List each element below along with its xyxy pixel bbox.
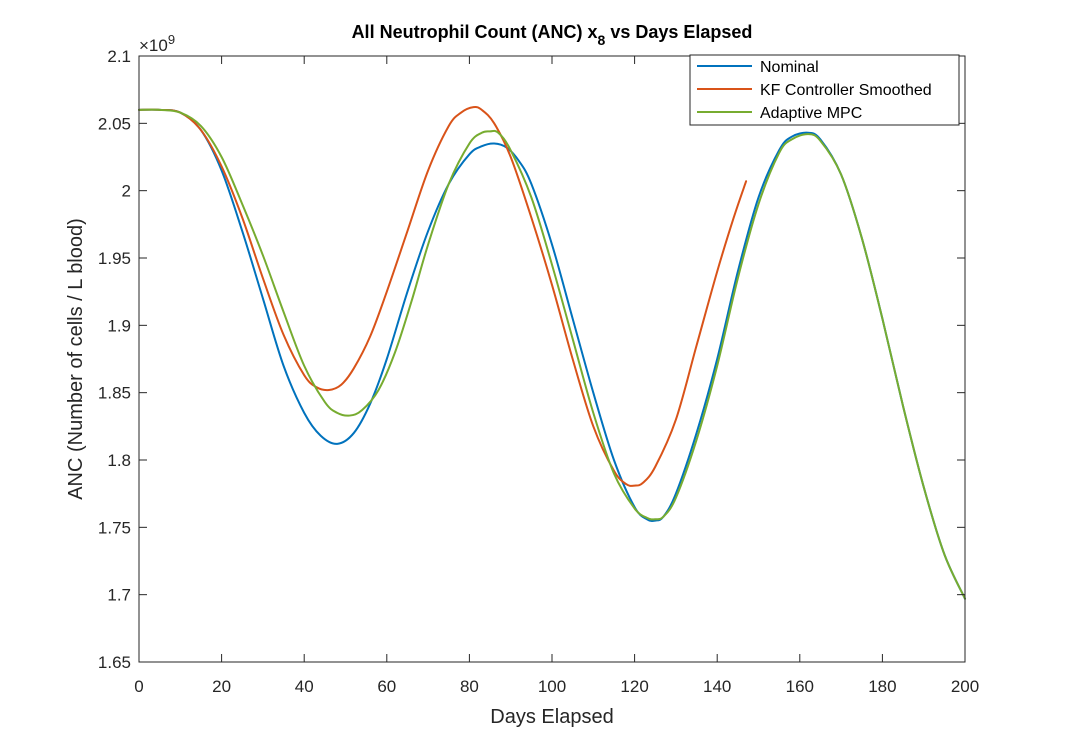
y-axis-label: ANC (Number of cells / L blood) [65, 218, 87, 500]
x-tick-label: 20 [212, 677, 231, 696]
y-tick-label: 2.1 [107, 47, 131, 66]
x-tick-label: 100 [538, 677, 566, 696]
x-tick-label: 180 [868, 677, 896, 696]
chart-title-subscript: 8 [598, 32, 606, 48]
y-exponent-base: ×10 [139, 36, 168, 55]
series-line-adaptive-mpc [138, 108, 966, 600]
y-tick-label: 1.9 [107, 316, 131, 335]
chart-title-main: All Neutrophil Count (ANC) x [352, 22, 598, 42]
y-tick-label: 1.85 [98, 384, 131, 403]
x-tick-label: 40 [295, 677, 314, 696]
y-tick-label: 1.75 [98, 518, 131, 537]
y-axis: 1.65 1.7 1.75 1.8 1.85 1.9 1.95 2 2.05 2.1 [98, 47, 965, 672]
x-tick-label: 140 [703, 677, 731, 696]
x-tick-label: 120 [620, 677, 648, 696]
chart-title-rest: vs Days Elapsed [605, 22, 752, 42]
plot-area [139, 56, 965, 662]
series-line-kf-controller-smoothed [138, 106, 748, 487]
y-tick-label: 1.65 [98, 653, 131, 672]
x-tick-label: 160 [786, 677, 814, 696]
y-tick-label: 2.05 [98, 114, 131, 133]
y-tick-label: 1.7 [107, 586, 131, 605]
legend-items: Nominal KF Controller Smoothed Adaptive MP… [697, 59, 932, 122]
y-tick-label: 1.8 [107, 451, 131, 470]
x-tick-label: 80 [460, 677, 479, 696]
chart-title: All Neutrophil Count (ANC) x8 vs Days El… [352, 22, 753, 48]
y-exponent-label: ×109 [139, 32, 175, 55]
legend: Nominal KF Controller Smoothed Adaptive MP… [689, 54, 960, 126]
series-layer [138, 106, 966, 600]
x-tick-label: 60 [377, 677, 396, 696]
legend-label-nominal: Nominal [760, 59, 819, 76]
x-axis: 0 20 40 60 80 100 120 140 160 180 200 [134, 56, 979, 696]
y-tick-label: 2 [122, 182, 131, 201]
x-tick-label: 0 [134, 677, 143, 696]
legend-label-adaptive-mpc: Adaptive MPC [760, 105, 862, 122]
legend-label-kf-controller-smoothed: KF Controller Smoothed [760, 82, 932, 99]
y-exponent-power: 9 [168, 32, 175, 47]
x-axis-label: Days Elapsed [490, 706, 613, 728]
y-tick-label: 1.95 [98, 249, 131, 268]
x-tick-label: 200 [951, 677, 979, 696]
